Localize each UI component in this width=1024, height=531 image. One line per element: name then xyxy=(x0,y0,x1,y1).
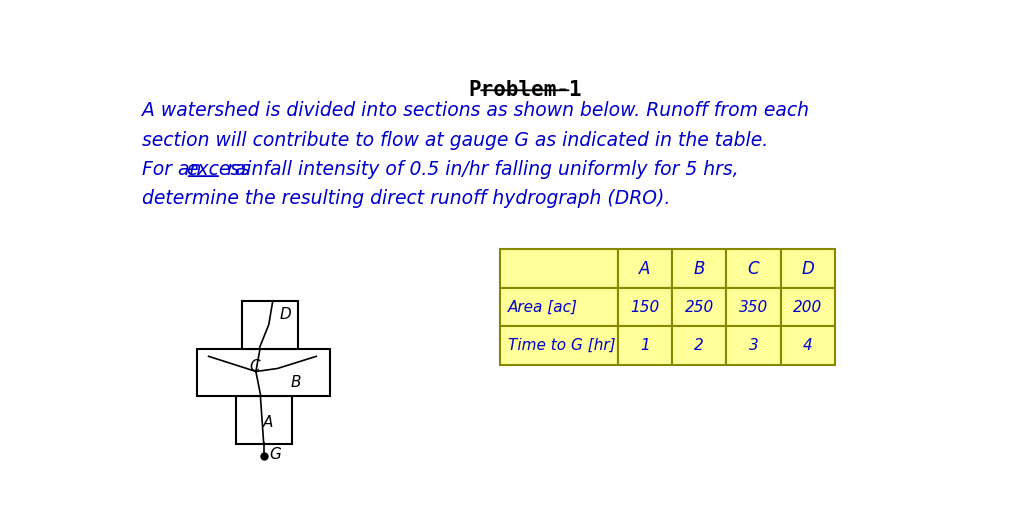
Text: excess: excess xyxy=(185,160,250,179)
Bar xyxy=(726,288,780,326)
Text: A: A xyxy=(262,415,272,430)
Bar xyxy=(617,288,672,326)
Text: rainfall intensity of 0.5 in/hr falling uniformly for 5 hrs,: rainfall intensity of 0.5 in/hr falling … xyxy=(221,160,738,179)
Bar xyxy=(197,349,331,396)
Text: B: B xyxy=(291,375,301,390)
Text: Time to G [hr]: Time to G [hr] xyxy=(508,338,615,353)
Bar xyxy=(672,288,726,326)
Text: 1: 1 xyxy=(640,338,650,353)
Bar xyxy=(672,249,726,288)
Bar xyxy=(500,288,617,326)
Text: C: C xyxy=(249,359,260,374)
Text: 4: 4 xyxy=(803,338,813,353)
Bar xyxy=(617,249,672,288)
Bar xyxy=(236,396,292,444)
Text: 2: 2 xyxy=(694,338,705,353)
Text: A watershed is divided into sections as shown below. Runoff from each: A watershed is divided into sections as … xyxy=(142,101,809,121)
Text: D: D xyxy=(280,307,292,322)
Text: determine the resulting direct runoff hydrograph (DRO).: determine the resulting direct runoff hy… xyxy=(142,189,671,208)
Text: Area [ac]: Area [ac] xyxy=(508,299,578,314)
Text: Problem-1: Problem-1 xyxy=(468,80,582,100)
Text: section will contribute to flow at gauge G as indicated in the table.: section will contribute to flow at gauge… xyxy=(142,131,768,150)
Text: 350: 350 xyxy=(738,299,768,314)
Text: 3: 3 xyxy=(749,338,759,353)
Text: A: A xyxy=(639,260,650,278)
Bar xyxy=(500,249,617,288)
Text: 200: 200 xyxy=(793,299,822,314)
Text: 150: 150 xyxy=(631,299,659,314)
Bar xyxy=(780,288,835,326)
Bar xyxy=(726,249,780,288)
Text: C: C xyxy=(748,260,759,278)
Bar xyxy=(780,249,835,288)
Text: D: D xyxy=(802,260,814,278)
Bar xyxy=(617,326,672,365)
Text: For an: For an xyxy=(142,160,207,179)
Text: 250: 250 xyxy=(685,299,714,314)
Bar xyxy=(672,326,726,365)
Bar xyxy=(500,326,617,365)
Bar xyxy=(780,326,835,365)
Text: G: G xyxy=(269,448,281,463)
Text: B: B xyxy=(693,260,705,278)
Bar xyxy=(726,326,780,365)
Bar xyxy=(242,301,298,349)
